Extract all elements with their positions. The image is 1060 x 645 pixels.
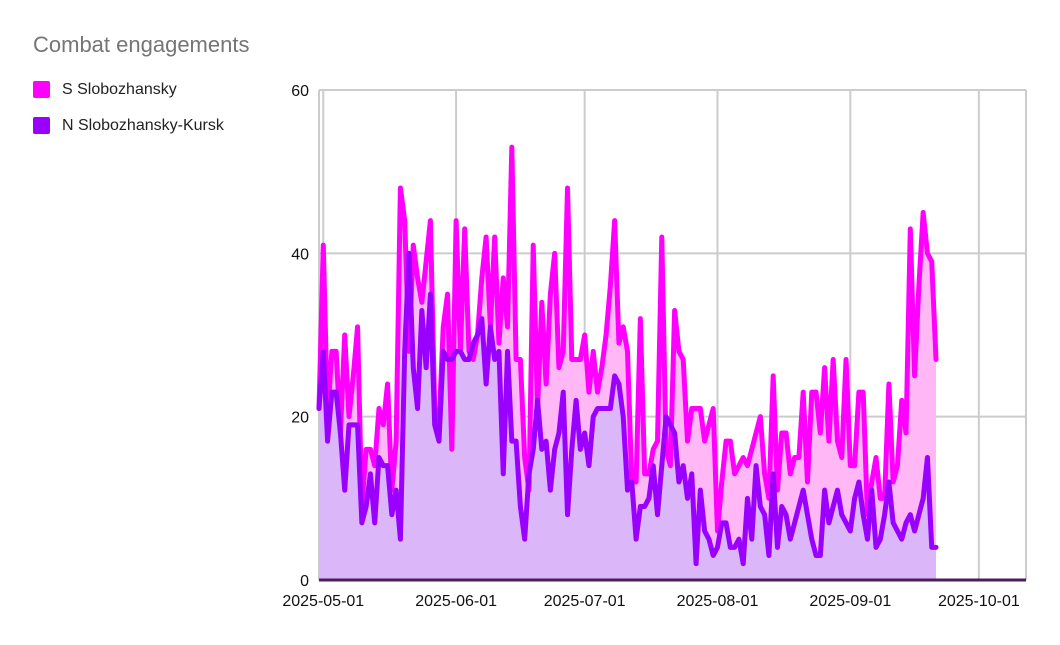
x-tick-label-2025-10-01: 2025-10-01 [938,593,1020,610]
legend-swatch-s-slobozhansky [33,81,50,98]
legend-item-n-slobozhansky-kursk: N Slobozhansky-Kursk [33,116,224,135]
series-line-n-slobozhansky-kursk [316,250,939,567]
area-n-slobozhansky-kursk [319,253,937,580]
y-tick-label-0: 0 [300,573,309,590]
axes: 0 20 40 60 2025-05-01 2025-06-01 2025-07-01 202… [282,83,1026,610]
series-line-s-slobozhansky [316,144,939,534]
series-lines [316,144,939,567]
y-tick-label-60: 60 [291,83,309,100]
x-tick-label-2025-08-01: 2025-08-01 [677,593,759,610]
x-tick-label-2025-07-01: 2025-07-01 [544,593,626,610]
legend-label-n-slobozhansky-kursk: N Slobozhansky-Kursk [62,116,224,134]
x-tick-label-2025-05-01: 2025-05-01 [282,593,364,610]
chart-title: Combat engagements [33,32,250,57]
x-tick-label-2025-09-01: 2025-09-01 [809,593,891,610]
x-tick-label-2025-06-01: 2025-06-01 [415,593,497,610]
legend: S Slobozhansky N Slobozhansky-Kursk [33,80,224,152]
legend-item-s-slobozhansky: S Slobozhansky [33,80,224,99]
y-tick-label-40: 40 [291,246,309,263]
y-tick-label-20: 20 [291,410,309,427]
legend-swatch-n-slobozhansky-kursk [33,117,50,134]
legend-label-s-slobozhansky: S Slobozhansky [62,80,177,98]
